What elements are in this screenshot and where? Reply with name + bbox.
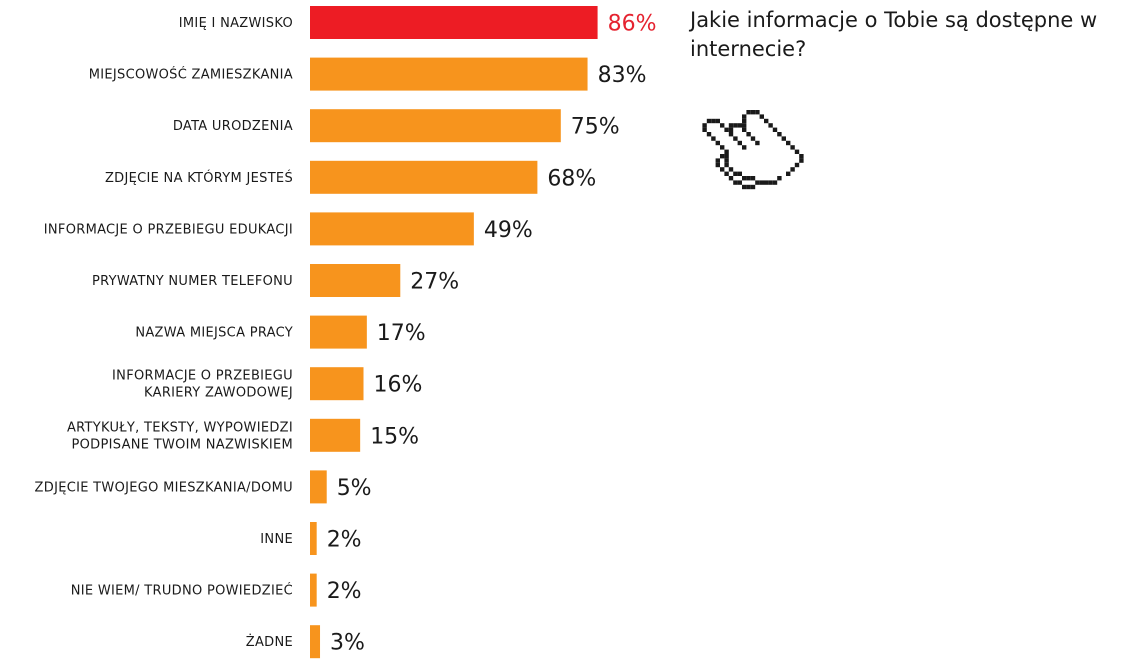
value-label-4: 49% — [484, 218, 533, 243]
category-label-0: IMIĘ I NAZWISKO — [179, 16, 293, 31]
value-label-12: 3% — [330, 631, 365, 656]
value-label-1: 83% — [598, 63, 647, 88]
pixel-hand-pointer-icon — [702, 110, 804, 190]
value-label-5: 27% — [410, 270, 459, 295]
category-label-9: ZDJĘCIE TWOJEGO MIESZKANIA/DOMU — [35, 480, 293, 495]
bar-5 — [310, 264, 401, 297]
bar-chart: IMIĘ I NAZWISKO 86% MIEJSCOWOŚĆ ZAMIESZKAN… — [35, 6, 657, 659]
category-label-11: NIE WIEM/ TRUDNO POWIEDZIEĆ — [71, 583, 293, 599]
bar-11 — [310, 573, 317, 607]
category-label-1: MIEJSCOWOŚĆ ZAMIESZKANIA — [89, 67, 293, 83]
bar-4 — [310, 212, 474, 246]
value-label-3: 68% — [547, 166, 596, 191]
category-label-12: ŻADNE — [246, 634, 293, 650]
bar-0 — [310, 6, 598, 39]
bar-9 — [310, 470, 327, 504]
value-label-0: 86% — [608, 12, 657, 37]
bar-12 — [310, 625, 321, 659]
bar-6 — [310, 315, 367, 349]
bar-3 — [310, 160, 538, 194]
category-label-5: PRYWATNY NUMER TELEFONU — [92, 274, 293, 289]
category-label-6: NAZWA MIEJSCA PRACY — [135, 326, 293, 341]
chart-title: Jakie informacje o Tobie są dostępne w i… — [690, 8, 1098, 61]
value-label-11: 2% — [327, 579, 362, 604]
value-label-10: 2% — [327, 528, 362, 553]
value-label-7: 16% — [374, 373, 423, 398]
value-label-2: 75% — [571, 115, 620, 140]
bar-2 — [310, 109, 561, 143]
category-label-10: INNE — [260, 532, 293, 547]
category-label-4: INFORMACJE O PRZEBIEGU EDUKACJI — [44, 222, 293, 237]
bar-8 — [310, 418, 361, 452]
bar-1 — [310, 57, 588, 91]
bar-7 — [310, 367, 364, 401]
value-label-6: 17% — [377, 321, 426, 346]
category-label-7: INFORMACJE O PRZEBIEGU KARIERY ZAWODOWEJ — [112, 369, 293, 401]
bar-10 — [310, 522, 317, 555]
category-label-8: ARTYKUŁY, TEKSTY, WYPOWIEDZI PODPISANE TW… — [67, 420, 293, 452]
category-label-3: ZDJĘCIE NA KTÓRYM JESTEŚ — [105, 170, 293, 186]
category-label-2: DATA URODZENIA — [173, 119, 293, 134]
value-label-9: 5% — [337, 476, 372, 501]
value-label-8: 15% — [370, 424, 419, 449]
